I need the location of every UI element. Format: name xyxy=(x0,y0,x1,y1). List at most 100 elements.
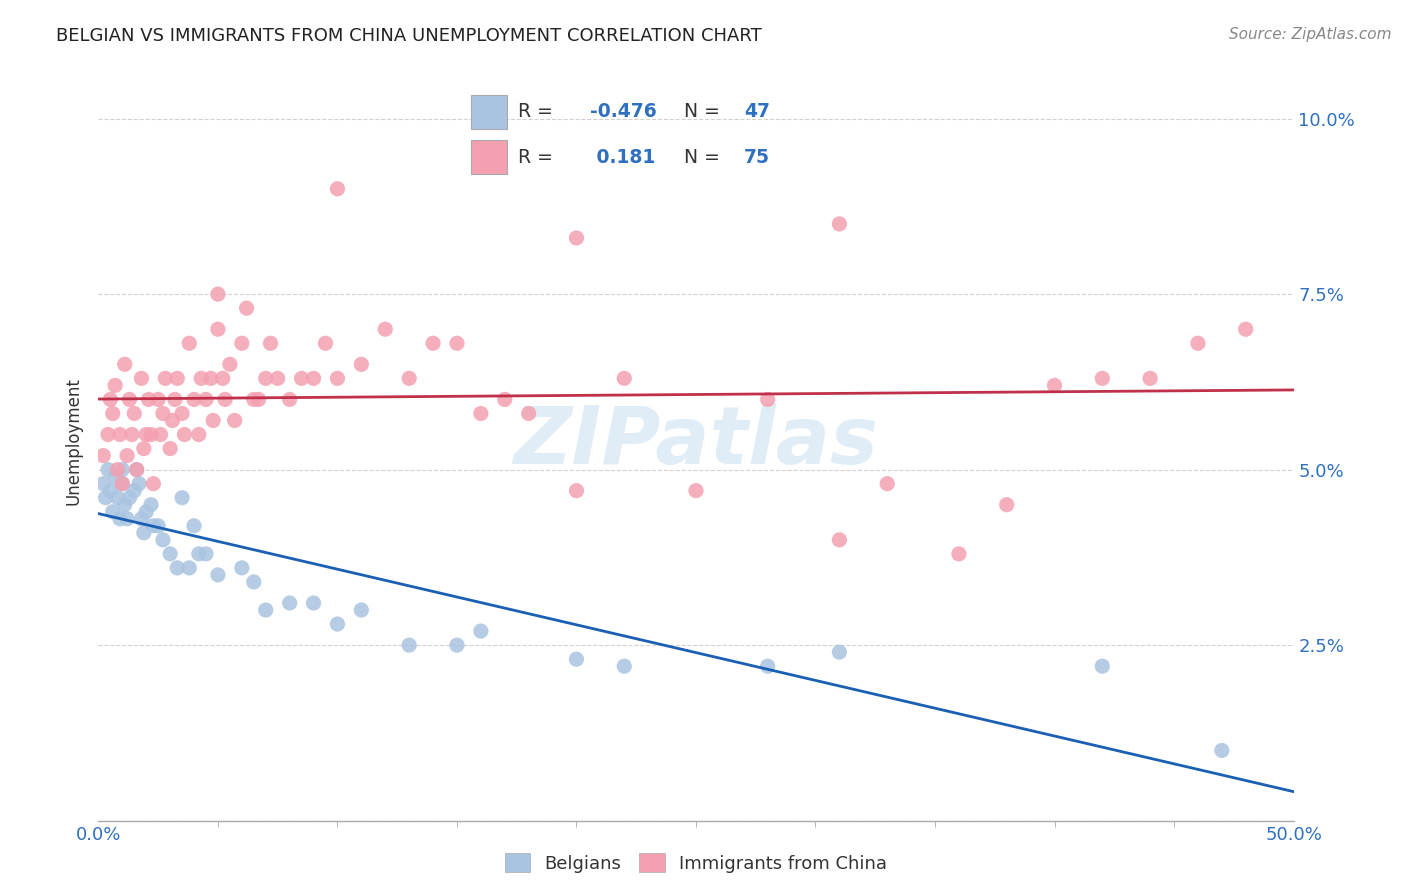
Point xyxy=(166,371,188,385)
Point xyxy=(613,659,636,673)
Point xyxy=(149,427,172,442)
Point xyxy=(115,449,138,463)
Point xyxy=(231,561,253,575)
Point xyxy=(243,392,266,407)
Point xyxy=(267,371,290,385)
Point xyxy=(326,617,349,632)
Point xyxy=(254,371,277,385)
Text: BELGIAN VS IMMIGRANTS FROM CHINA UNEMPLOYMENT CORRELATION CHART: BELGIAN VS IMMIGRANTS FROM CHINA UNEMPLO… xyxy=(56,27,762,45)
Point xyxy=(114,357,136,371)
Point xyxy=(152,533,174,547)
Point xyxy=(235,301,257,315)
Point xyxy=(111,476,134,491)
Point xyxy=(565,652,588,666)
Point xyxy=(159,547,181,561)
Point xyxy=(756,659,779,673)
Point xyxy=(219,357,242,371)
Point xyxy=(613,371,636,385)
Point xyxy=(259,336,281,351)
Point xyxy=(108,427,131,442)
Point xyxy=(828,533,851,547)
Point xyxy=(179,561,201,575)
Point xyxy=(183,392,205,407)
Point xyxy=(302,596,325,610)
Point xyxy=(163,392,186,407)
Point xyxy=(159,442,181,456)
Point xyxy=(125,462,148,476)
Point xyxy=(131,512,153,526)
Point xyxy=(446,336,468,351)
Point xyxy=(231,336,253,351)
Point xyxy=(494,392,516,407)
Point xyxy=(104,469,127,483)
Point xyxy=(148,392,170,407)
Point xyxy=(131,371,153,385)
Point xyxy=(142,476,165,491)
Point xyxy=(350,603,373,617)
Point xyxy=(132,525,155,540)
Point xyxy=(302,371,325,385)
Point xyxy=(565,231,588,245)
Point xyxy=(315,336,337,351)
Point xyxy=(1187,336,1209,351)
Point xyxy=(179,336,201,351)
Y-axis label: Unemployment: Unemployment xyxy=(65,377,83,506)
Point xyxy=(108,512,131,526)
Point xyxy=(1091,659,1114,673)
Point xyxy=(97,462,120,476)
Point xyxy=(98,392,122,407)
Point xyxy=(398,638,420,652)
Point xyxy=(517,407,540,421)
Point xyxy=(138,392,160,407)
Point xyxy=(107,491,129,505)
Point xyxy=(948,547,970,561)
Point xyxy=(398,371,420,385)
Point xyxy=(111,462,134,476)
Point xyxy=(115,512,138,526)
Point xyxy=(166,561,188,575)
Point xyxy=(94,491,117,505)
Point xyxy=(565,483,588,498)
Point xyxy=(207,322,229,336)
Point xyxy=(291,371,314,385)
Point xyxy=(118,491,141,505)
Point xyxy=(995,498,1018,512)
Point xyxy=(278,392,301,407)
Point xyxy=(172,407,194,421)
Point xyxy=(124,407,146,421)
Point xyxy=(91,449,114,463)
Point xyxy=(200,371,222,385)
Point xyxy=(243,574,266,589)
Point xyxy=(97,427,120,442)
Point xyxy=(1043,378,1066,392)
Point xyxy=(98,483,122,498)
Point xyxy=(224,413,246,427)
Point xyxy=(101,505,124,519)
Point xyxy=(187,427,209,442)
Point xyxy=(470,624,492,639)
Point xyxy=(124,483,146,498)
Point xyxy=(118,392,141,407)
Point xyxy=(470,407,492,421)
Point xyxy=(195,547,218,561)
Point xyxy=(152,407,174,421)
Point xyxy=(214,392,236,407)
Point xyxy=(139,427,162,442)
Point xyxy=(446,638,468,652)
Point xyxy=(1091,371,1114,385)
Point xyxy=(125,462,148,476)
Point xyxy=(326,371,349,385)
Point xyxy=(254,603,277,617)
Legend: Belgians, Immigrants from China: Belgians, Immigrants from China xyxy=(498,846,894,880)
Point xyxy=(128,476,150,491)
Point xyxy=(101,407,124,421)
Point xyxy=(172,491,194,505)
Text: Source: ZipAtlas.com: Source: ZipAtlas.com xyxy=(1229,27,1392,42)
Point xyxy=(183,518,205,533)
Point xyxy=(135,427,157,442)
Point xyxy=(187,547,209,561)
Point xyxy=(422,336,444,351)
Point xyxy=(756,392,779,407)
Point xyxy=(135,505,157,519)
Point xyxy=(207,287,229,301)
